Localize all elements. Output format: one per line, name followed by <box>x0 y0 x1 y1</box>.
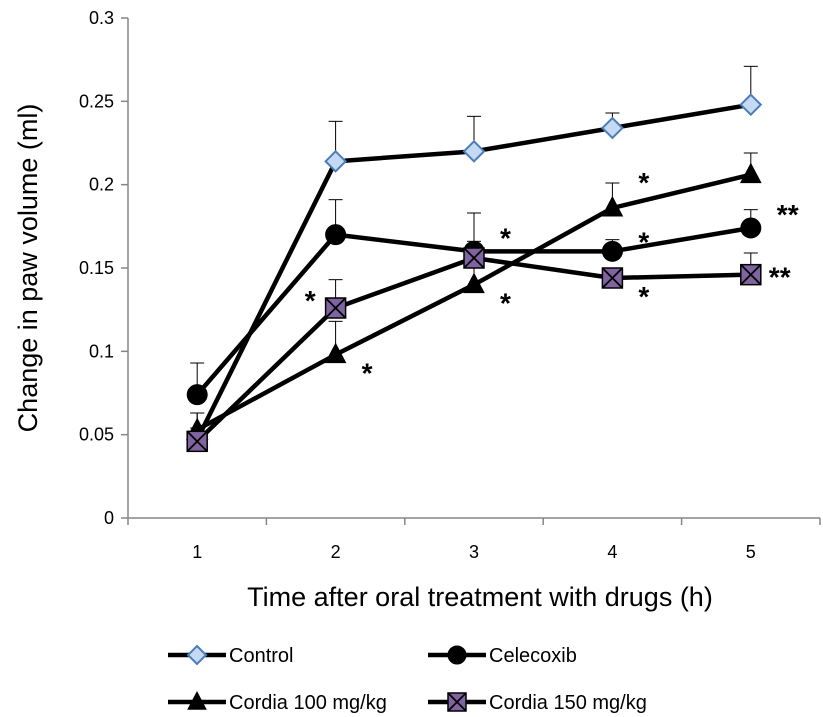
x-tick-label: 4 <box>607 542 617 562</box>
x-ticks: 1 2 3 4 5 <box>127 518 821 562</box>
significance-annotations: *********** <box>305 167 799 389</box>
y-tick-label: 0.2 <box>89 175 114 195</box>
marker-cordia-150-mg-kg <box>186 430 208 453</box>
marker-cordia-100-mg-kg <box>324 342 347 364</box>
marker-celecoxib <box>186 384 208 406</box>
significance-marker: * <box>500 288 511 319</box>
x-tick-label: 5 <box>746 542 756 562</box>
significance-marker: * <box>638 281 649 312</box>
y-tick-label: 0.05 <box>79 425 114 445</box>
series-markers <box>185 93 763 453</box>
legend-marker <box>447 645 467 665</box>
y-tick-label: 0.25 <box>79 91 114 111</box>
legend-marker-cross-b <box>447 692 467 712</box>
legend-label: Control <box>229 645 293 667</box>
significance-marker: ** <box>769 262 791 293</box>
x-axis-label: Time after oral treatment with drugs (h) <box>247 582 713 612</box>
marker-cordia-100-mg-kg <box>463 272 485 294</box>
y-tick-label: 0.1 <box>89 341 114 361</box>
marker-cordia-150-mg-kg <box>463 247 485 269</box>
significance-marker: * <box>305 285 316 316</box>
y-tick-label: 0.3 <box>89 8 114 28</box>
legend-item-celecoxib: Celecoxib <box>428 645 577 667</box>
legend-item-cordia-100-mg-kg: Cordia 100 mg/kg <box>168 691 387 714</box>
legend-item-cordia-150-mg-kg: Cordia 150 mg/kg <box>428 692 647 714</box>
significance-marker: * <box>362 358 373 389</box>
marker-cordia-150-mg-kg <box>740 263 762 286</box>
y-axis-label: Change in paw volume (ml) <box>13 104 43 433</box>
marker-cordia-100-mg-kg <box>739 162 762 184</box>
significance-marker: * <box>500 222 511 253</box>
legend-label: Celecoxib <box>489 645 577 667</box>
legend-marker <box>447 692 467 712</box>
significance-marker: ** <box>777 199 799 230</box>
y-tick-label: 0 <box>104 508 114 528</box>
marker-control <box>739 93 763 117</box>
marker-celecoxib <box>601 240 623 262</box>
legend-item-control: Control <box>168 644 293 667</box>
marker-control <box>600 116 624 140</box>
marker-cordia-150-mg-kg-cross-b <box>740 264 762 286</box>
legend-label: Cordia 150 mg/kg <box>489 692 647 714</box>
x-tick-label: 3 <box>469 542 479 562</box>
x-tick-label: 1 <box>192 542 202 562</box>
marker-cordia-150-mg-kg <box>324 297 347 319</box>
y-tick-label: 0.15 <box>79 258 114 278</box>
legend-marker <box>186 644 208 666</box>
legend: Control Celecoxib Cordia 100 mg/kg Cordia 1… <box>168 644 647 714</box>
x-tick-label: 2 <box>331 542 341 562</box>
marker-celecoxib <box>325 224 347 246</box>
marker-control <box>324 149 348 173</box>
significance-marker: * <box>638 226 649 257</box>
marker-cordia-150-mg-kg-cross-b <box>324 297 347 319</box>
significance-marker: * <box>638 167 649 198</box>
marker-control <box>462 139 486 163</box>
marker-cordia-150-mg-kg-cross-b <box>601 267 624 289</box>
marker-cordia-150-mg-kg <box>601 267 624 289</box>
marker-celecoxib <box>740 217 762 239</box>
marker-cordia-150-mg-kg-cross-b <box>186 430 208 452</box>
y-ticks: 0 0.05 0.1 0.15 0.2 0.25 0.3 <box>79 8 128 528</box>
marker-cordia-150-mg-kg-cross-b <box>463 247 485 269</box>
marker-cordia-100-mg-kg <box>601 195 624 217</box>
legend-marker <box>187 691 207 710</box>
legend-label: Cordia 100 mg/kg <box>229 692 387 714</box>
